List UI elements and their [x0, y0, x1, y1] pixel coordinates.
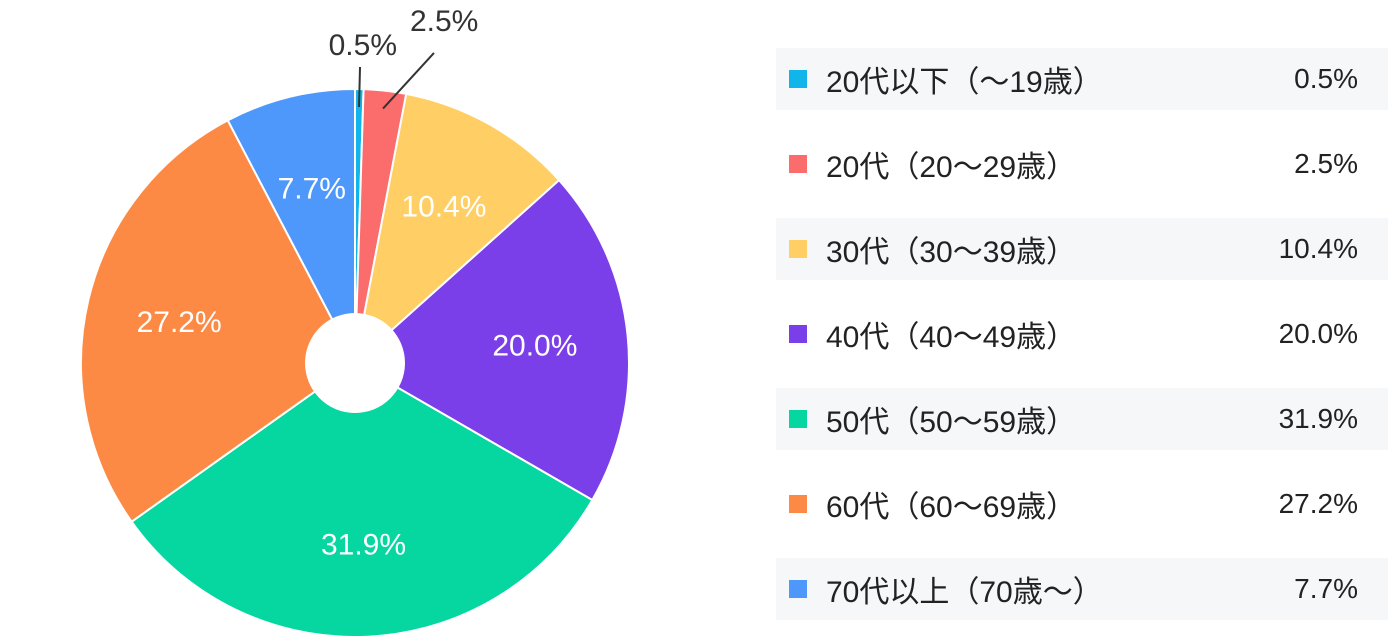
legend-swatch: [789, 70, 807, 88]
legend-item-5: 50代（50～59歳） 31.9%: [776, 388, 1388, 450]
slice-label-3: 10.4%: [401, 191, 486, 224]
pie-slice-6: [80, 118, 357, 524]
legend-swatch: [789, 240, 807, 258]
legend-swatch: [789, 410, 807, 428]
legend-item-7: 70代以上（70歳～） 7.7%: [776, 558, 1388, 620]
leader-line-1: [358, 67, 362, 108]
slice-label-6: 27.2%: [137, 306, 222, 339]
legend-label: 20代（20～29歳）: [826, 151, 1077, 184]
slice-label-5: 31.9%: [321, 529, 406, 562]
legend-swatch: [789, 495, 807, 513]
legend-label: 30代（30～39歳）: [826, 236, 1077, 269]
legend-item-6: 60代（60～69歳） 27.2%: [776, 473, 1388, 535]
leader-line-2: [382, 52, 435, 110]
legend-value: 31.9%: [1278, 403, 1358, 434]
leader-lines: [358, 52, 435, 110]
pie-slice-4: [353, 178, 630, 502]
slice-label-2: 2.5%: [410, 5, 478, 38]
legend-swatch: [789, 155, 807, 173]
slice-label-7: 7.7%: [278, 172, 346, 205]
legend-value: 10.4%: [1278, 233, 1358, 264]
legend-label: 60代（60～69歳）: [826, 491, 1077, 524]
legend-item-1: 20代以下（～19歳） 0.5%: [776, 48, 1388, 110]
legend-label: 50代（50～59歳）: [826, 406, 1077, 439]
legend-swatch: [789, 325, 807, 343]
legend-label: 40代（40～49歳）: [826, 321, 1077, 354]
legend-item-3: 30代（30～39歳） 10.4%: [776, 218, 1388, 280]
legend-value: 0.5%: [1294, 63, 1358, 94]
legend-value: 20.0%: [1278, 318, 1358, 349]
legend-label: 20代以下（～19歳）: [826, 66, 1103, 99]
pie-slice-3: [353, 92, 561, 366]
slice-labels: 0.5% 2.5% 10.4% 20.0% 31.9% 27.2% 7.7%: [137, 5, 578, 562]
legend-swatch: [789, 580, 807, 598]
legend-item-2: 20代（20～29歳） 2.5%: [776, 133, 1388, 195]
pie-slice-7: [226, 87, 356, 364]
legend-item-4: 40代（40～49歳） 20.0%: [776, 303, 1388, 365]
legend-value: 2.5%: [1294, 148, 1358, 179]
pie-chart: 0.5% 2.5% 10.4% 20.0% 31.9% 27.2% 7.7%: [80, 5, 630, 637]
legend-value: 7.7%: [1294, 573, 1358, 604]
donut-hole: [305, 313, 405, 413]
legend: 20代以下（～19歳） 0.5% 20代（20～29歳） 2.5% 30代（30～39歳…: [776, 48, 1388, 643]
legend-label: 70代以上（70歳～）: [826, 576, 1103, 609]
slice-label-1: 0.5%: [329, 29, 397, 62]
pie-slices: [80, 87, 630, 637]
legend-value: 27.2%: [1278, 488, 1358, 519]
slice-label-4: 20.0%: [492, 329, 577, 362]
